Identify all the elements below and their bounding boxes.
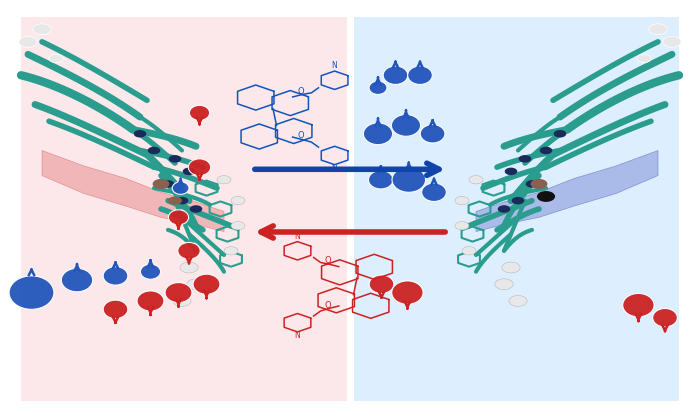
Circle shape (217, 176, 231, 184)
Ellipse shape (363, 123, 393, 145)
Circle shape (455, 222, 469, 230)
FancyBboxPatch shape (21, 17, 346, 401)
Ellipse shape (165, 283, 192, 303)
Polygon shape (476, 150, 658, 232)
Text: O: O (324, 256, 331, 265)
Circle shape (637, 54, 651, 63)
Circle shape (33, 24, 51, 35)
Text: N: N (332, 61, 337, 70)
Circle shape (519, 155, 531, 163)
Ellipse shape (383, 66, 408, 84)
Circle shape (49, 54, 63, 63)
Ellipse shape (392, 167, 426, 192)
Circle shape (540, 147, 552, 154)
Text: O: O (324, 301, 331, 310)
Circle shape (509, 296, 527, 306)
Circle shape (168, 196, 182, 205)
Circle shape (148, 147, 160, 154)
Circle shape (526, 180, 538, 188)
Circle shape (512, 197, 524, 204)
Circle shape (469, 176, 483, 184)
Ellipse shape (172, 182, 189, 194)
Ellipse shape (9, 276, 54, 309)
Circle shape (190, 205, 202, 213)
Text: N: N (332, 164, 337, 173)
Circle shape (498, 205, 510, 213)
FancyBboxPatch shape (354, 17, 679, 401)
Ellipse shape (103, 300, 128, 319)
Ellipse shape (391, 115, 421, 136)
Circle shape (455, 196, 469, 205)
Ellipse shape (420, 125, 445, 143)
Circle shape (169, 155, 181, 163)
Ellipse shape (193, 274, 220, 294)
Text: O: O (298, 131, 304, 140)
Circle shape (531, 179, 547, 189)
Circle shape (153, 179, 169, 189)
Circle shape (495, 279, 513, 290)
Ellipse shape (369, 275, 394, 293)
Ellipse shape (623, 293, 654, 317)
Circle shape (187, 279, 205, 290)
Ellipse shape (369, 81, 387, 94)
Ellipse shape (652, 308, 678, 327)
Ellipse shape (178, 242, 200, 259)
Polygon shape (42, 150, 224, 232)
Ellipse shape (190, 105, 209, 120)
Circle shape (462, 247, 476, 255)
Ellipse shape (392, 281, 423, 304)
Ellipse shape (421, 183, 447, 201)
Circle shape (162, 180, 174, 188)
Circle shape (183, 168, 195, 175)
Circle shape (19, 36, 37, 47)
Circle shape (176, 197, 188, 204)
Ellipse shape (188, 159, 211, 176)
Circle shape (180, 262, 198, 273)
Circle shape (173, 296, 191, 306)
Circle shape (663, 36, 681, 47)
Ellipse shape (137, 291, 164, 311)
Circle shape (649, 24, 667, 35)
Circle shape (134, 130, 146, 138)
Ellipse shape (368, 171, 393, 189)
Circle shape (554, 130, 566, 138)
Circle shape (231, 196, 245, 205)
Text: N: N (295, 232, 300, 241)
Ellipse shape (169, 210, 188, 225)
Ellipse shape (407, 66, 433, 84)
Circle shape (231, 222, 245, 230)
Ellipse shape (103, 267, 128, 285)
Circle shape (224, 247, 238, 255)
Circle shape (502, 262, 520, 273)
Circle shape (537, 191, 555, 202)
Text: O: O (298, 87, 304, 96)
Ellipse shape (62, 268, 92, 292)
Circle shape (505, 168, 517, 175)
Text: N: N (295, 331, 300, 340)
Ellipse shape (141, 264, 160, 279)
